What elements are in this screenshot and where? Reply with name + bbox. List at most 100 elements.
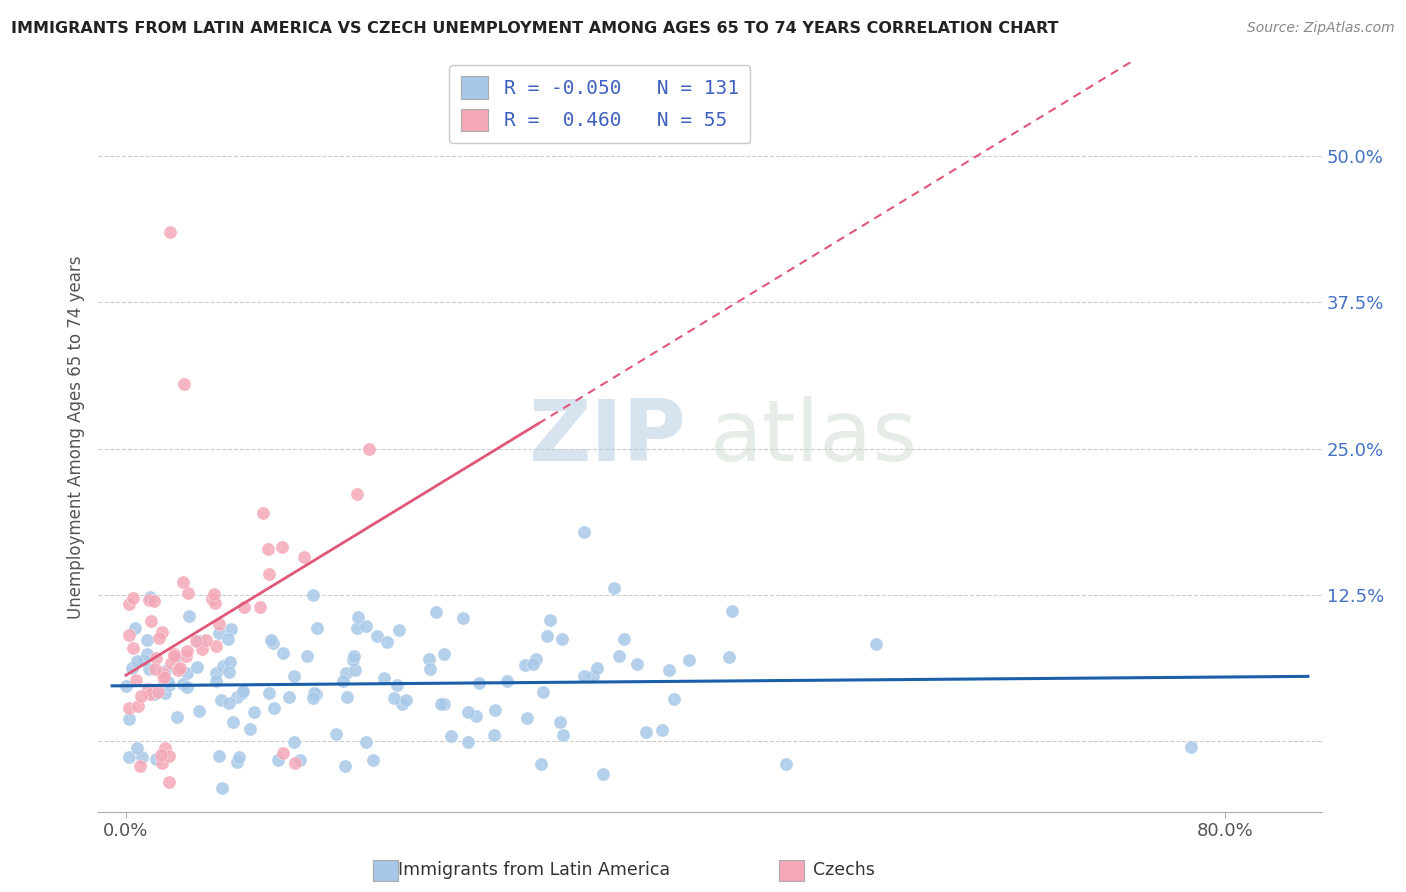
Point bbox=[717, 650, 740, 665]
Point bbox=[153, 664, 176, 678]
Point bbox=[212, 658, 235, 673]
Point bbox=[118, 598, 141, 612]
Point bbox=[125, 673, 148, 687]
Point bbox=[179, 608, 201, 623]
Point bbox=[166, 663, 188, 677]
Point bbox=[118, 712, 141, 726]
Point bbox=[122, 591, 145, 605]
Point bbox=[211, 781, 233, 796]
Point bbox=[271, 646, 294, 660]
Point bbox=[152, 670, 174, 684]
Point bbox=[132, 653, 155, 667]
Point bbox=[226, 690, 249, 704]
Legend: R = -0.050   N = 131, R =  0.460   N = 55: R = -0.050 N = 131, R = 0.460 N = 55 bbox=[450, 64, 751, 143]
Point bbox=[118, 701, 141, 715]
Point bbox=[124, 622, 146, 636]
Point bbox=[190, 642, 212, 657]
Point bbox=[495, 674, 517, 689]
Point bbox=[129, 689, 152, 703]
Point bbox=[145, 752, 167, 766]
Point bbox=[375, 635, 398, 649]
Point bbox=[391, 697, 413, 711]
Point bbox=[373, 672, 395, 686]
Point bbox=[775, 757, 797, 772]
Point bbox=[169, 661, 191, 675]
Point bbox=[118, 750, 141, 764]
Point bbox=[366, 629, 388, 643]
Text: atlas: atlas bbox=[710, 395, 918, 479]
Point bbox=[187, 705, 209, 719]
Point bbox=[354, 619, 377, 633]
Point bbox=[305, 687, 328, 701]
Point bbox=[125, 654, 148, 668]
Point bbox=[257, 542, 280, 557]
Point bbox=[658, 663, 681, 677]
Point bbox=[208, 749, 231, 764]
Point bbox=[231, 686, 253, 700]
Point bbox=[347, 609, 370, 624]
Point bbox=[148, 632, 170, 646]
Point bbox=[217, 632, 239, 646]
Point bbox=[263, 701, 285, 715]
Point bbox=[177, 585, 200, 599]
Point bbox=[157, 677, 180, 691]
Point bbox=[152, 666, 174, 681]
Point bbox=[332, 674, 354, 689]
Point bbox=[186, 660, 208, 674]
Point bbox=[232, 599, 254, 614]
Point bbox=[209, 693, 232, 707]
Point bbox=[172, 677, 194, 691]
Text: Czechs: Czechs bbox=[813, 861, 875, 879]
Point bbox=[128, 759, 150, 773]
Point bbox=[385, 678, 408, 692]
Point bbox=[153, 740, 176, 755]
Point bbox=[419, 662, 441, 676]
Point bbox=[176, 643, 198, 657]
Point bbox=[538, 613, 561, 627]
Point bbox=[204, 587, 226, 601]
Point bbox=[163, 647, 186, 661]
Point bbox=[297, 649, 319, 664]
Point bbox=[176, 680, 198, 694]
Point bbox=[239, 722, 262, 736]
Point bbox=[232, 684, 254, 698]
Point bbox=[131, 750, 153, 764]
Point bbox=[173, 377, 195, 392]
Point bbox=[1180, 740, 1202, 755]
Point bbox=[346, 621, 368, 635]
Point bbox=[163, 649, 186, 664]
Point bbox=[592, 767, 614, 781]
Point bbox=[153, 673, 176, 688]
Point bbox=[187, 634, 209, 648]
Point bbox=[603, 581, 626, 595]
Point bbox=[143, 662, 166, 676]
Point bbox=[204, 595, 226, 609]
Point bbox=[636, 725, 658, 739]
Point bbox=[284, 756, 307, 770]
Point bbox=[118, 628, 141, 642]
Point bbox=[138, 662, 160, 676]
Point bbox=[252, 506, 274, 520]
Point bbox=[146, 685, 169, 699]
Point bbox=[382, 690, 405, 705]
Point bbox=[336, 690, 359, 705]
Point bbox=[440, 729, 463, 743]
Point bbox=[582, 668, 605, 682]
Point bbox=[451, 611, 474, 625]
Point bbox=[157, 749, 180, 764]
Point bbox=[208, 617, 231, 632]
Point bbox=[262, 636, 284, 650]
Point bbox=[222, 714, 245, 729]
Point bbox=[260, 632, 283, 647]
Point bbox=[522, 657, 544, 671]
Point bbox=[249, 599, 271, 614]
Point bbox=[484, 703, 506, 717]
Point bbox=[273, 746, 295, 760]
Point bbox=[342, 653, 364, 667]
Point bbox=[152, 670, 174, 684]
Point bbox=[302, 690, 325, 705]
Point bbox=[205, 666, 228, 681]
Point bbox=[343, 663, 366, 677]
Point bbox=[363, 753, 385, 767]
Point bbox=[513, 658, 536, 673]
